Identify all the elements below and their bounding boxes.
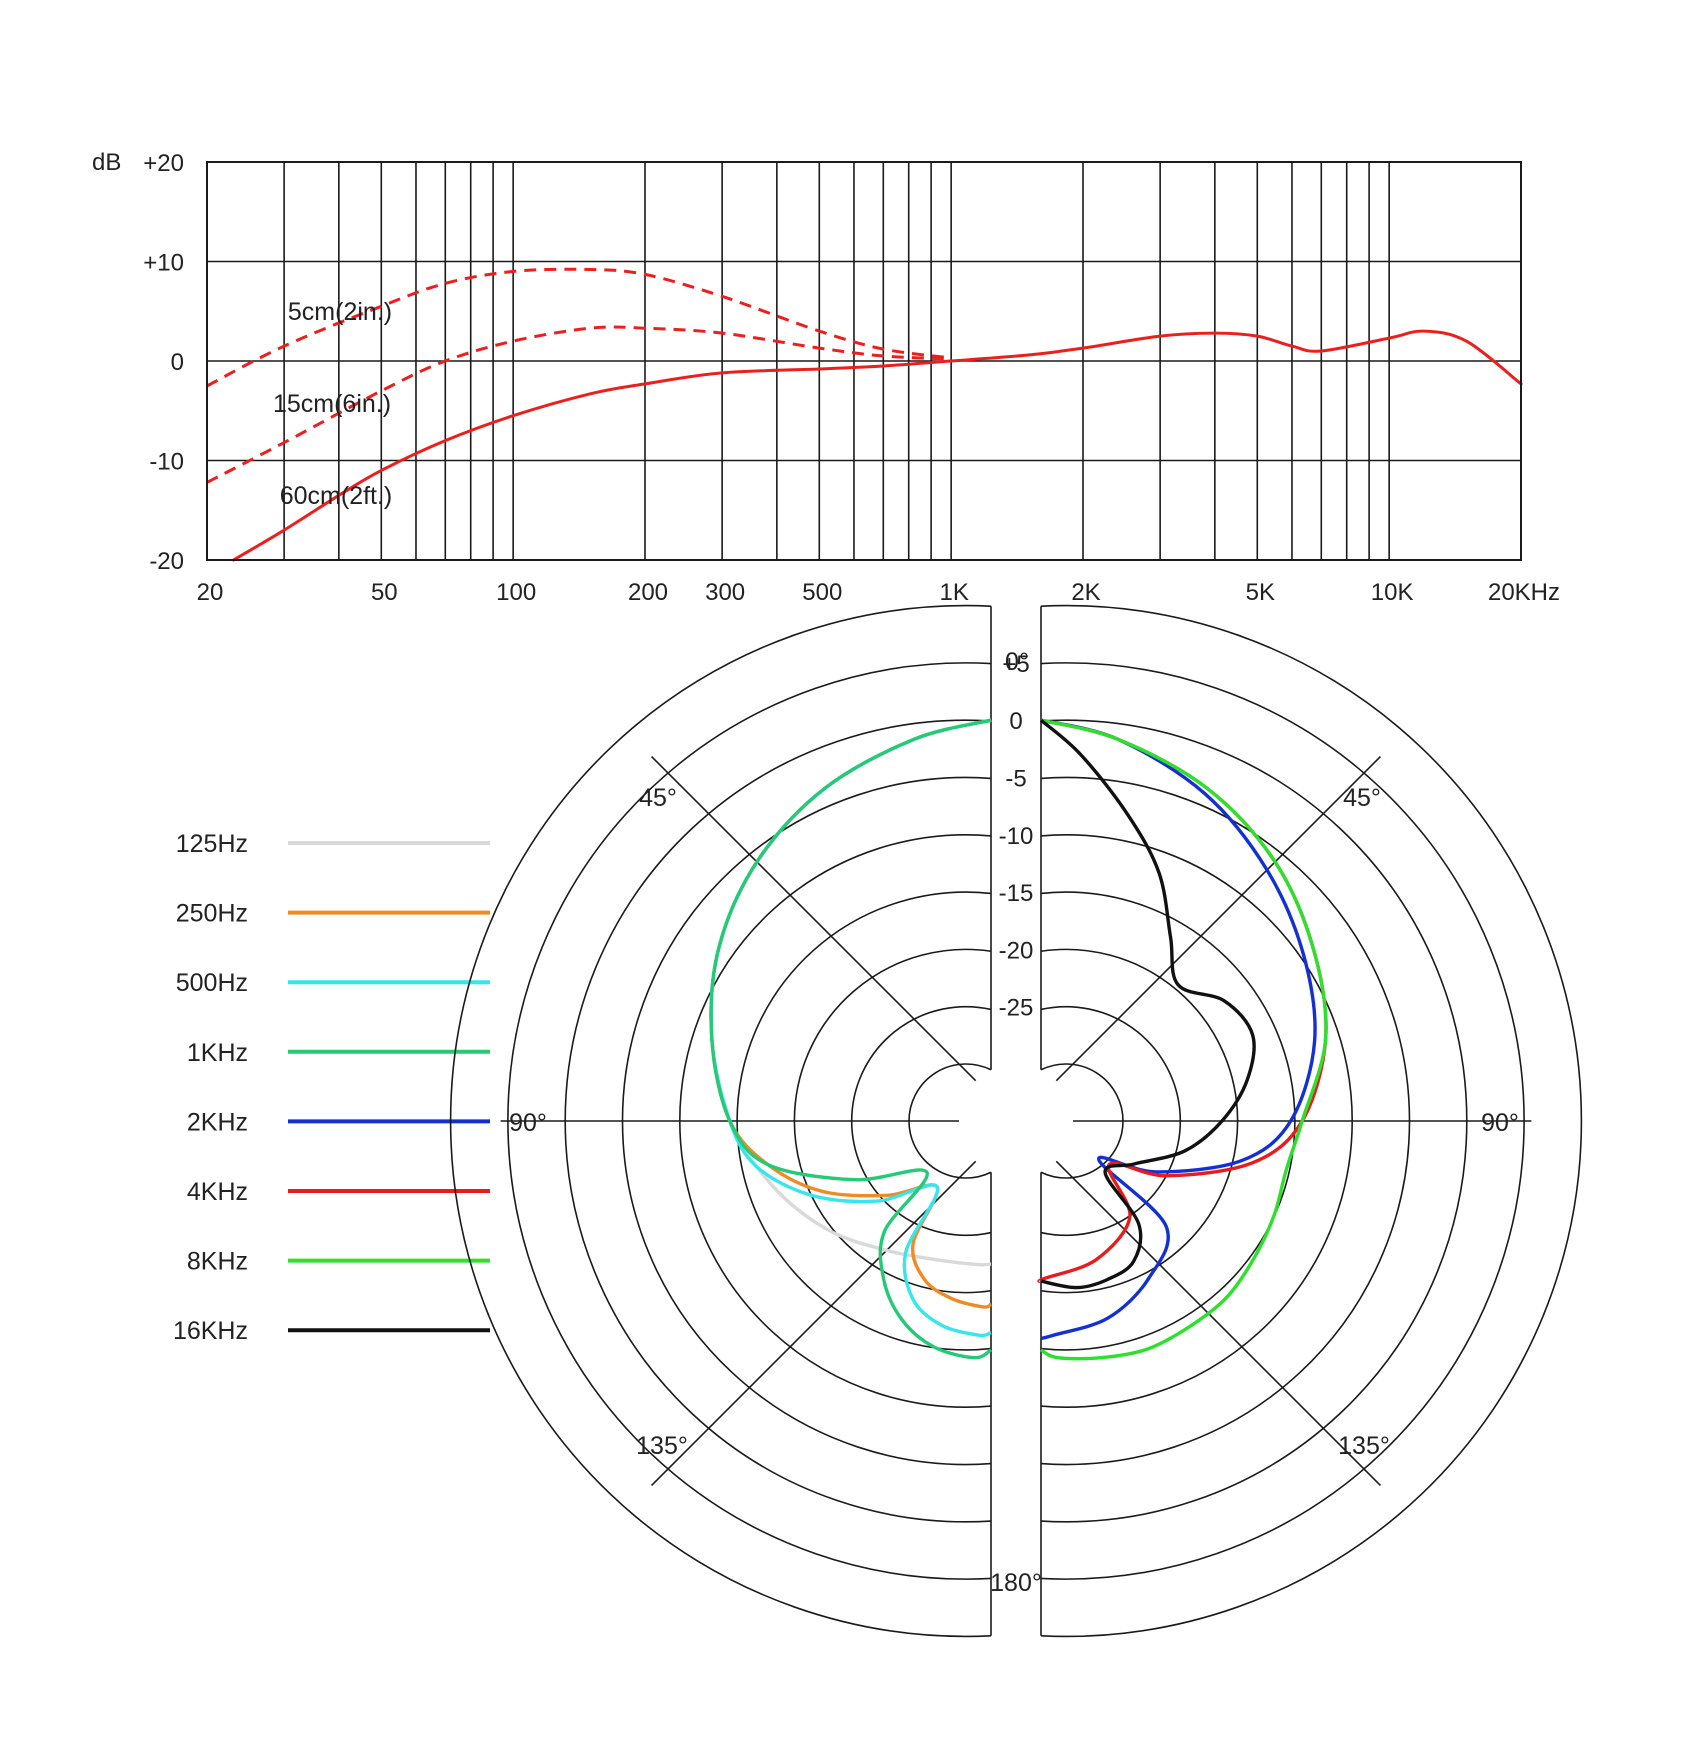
polar-series-8khz <box>1040 718 1328 1361</box>
radial-tick-label: -10 <box>999 823 1034 850</box>
x-tick-label: 200 <box>628 579 668 606</box>
series-label: 5cm(2in.) <box>288 298 392 326</box>
polar-series-16khz <box>1039 718 1256 1290</box>
x-tick-label: 1K <box>939 579 968 606</box>
series-line <box>206 267 952 388</box>
legend-label: 4KHz <box>187 1178 248 1206</box>
polar-ring <box>449 604 992 1638</box>
plot-frame <box>206 161 1522 561</box>
y-unit-label: dB <box>92 149 121 176</box>
radial-label-bg <box>994 991 1038 1022</box>
legend-label: 2KHz <box>187 1108 248 1136</box>
radial-tick-label: -25 <box>999 995 1034 1022</box>
y-tick-label: -20 <box>149 548 184 575</box>
series-line <box>232 329 1523 562</box>
x-tick-label: 300 <box>705 579 745 606</box>
legend-label: 1KHz <box>187 1039 248 1067</box>
series-labels: 5cm(2in.) 15cm(6in.) 60cm(2ft.) <box>273 298 392 510</box>
x-tick-label: 50 <box>371 579 398 606</box>
radial-label-bg <box>994 819 1038 850</box>
y-tick-labels: +20 +10 0 -10 -20 <box>143 150 184 575</box>
x-tick-label: 2K <box>1071 579 1100 606</box>
radial-tick-label: -15 <box>999 880 1034 907</box>
polar-series-1khz <box>709 718 992 1360</box>
angle-label-90-right: 90° <box>1481 1109 1519 1137</box>
y-tick-label: 0 <box>171 349 184 376</box>
polar-spoke <box>650 755 977 1082</box>
polar-pattern-chart: +5 0 -5 -10 -15 -20 -25 0° 45° 45° 90° 90° 135… <box>449 604 1583 1638</box>
angle-label-0: 0° <box>1005 648 1029 676</box>
radial-tick-label: +5 <box>1002 651 1029 678</box>
x-tick-label: 5K <box>1246 579 1275 606</box>
angle-label-45-left: 45° <box>639 784 677 812</box>
frequency-response-chart: +20+100-10-20 20 50 100 200 300 500 1K 2K 5K 10K 2… <box>92 149 1560 606</box>
y-tick-label: +10 <box>143 250 184 277</box>
x-tick-label: 20KHz <box>1488 579 1560 606</box>
x-tick-label: 500 <box>802 579 842 606</box>
radial-label-bg <box>994 877 1038 908</box>
legend-label: 500Hz <box>176 969 248 997</box>
radial-label-bg <box>994 762 1038 793</box>
radial-label-bg <box>994 647 1038 678</box>
radial-label-bg <box>994 934 1038 965</box>
legend-label: 16KHz <box>173 1317 248 1345</box>
x-tick-labels: 20 50 100 200 300 500 1K 2K 5K 10K 20KHz <box>197 579 1560 606</box>
x-tick-label: 100 <box>496 579 536 606</box>
polar-curves <box>709 718 1328 1361</box>
legend-label: 8KHz <box>187 1248 248 1276</box>
frequency-grid <box>206 161 1522 561</box>
radial-tick-label: -5 <box>1005 766 1026 793</box>
y-tick-label: +20 <box>143 150 184 177</box>
angle-label-135-right: 135° <box>1338 1432 1390 1460</box>
x-tick-label: 20 <box>197 579 224 606</box>
radial-label-bg <box>994 705 1038 736</box>
angle-label-90-left: 90° <box>509 1109 547 1137</box>
legend-label: 125Hz <box>176 830 248 858</box>
polar-spoke <box>1055 755 1382 1082</box>
y-tick-label: -10 <box>149 449 184 476</box>
frequency-curves <box>206 267 1523 562</box>
series-label: 15cm(6in.) <box>273 390 391 418</box>
legend: 125Hz 250Hz 500Hz 1KHz 2KHz 4KHz 8KHz 16KHz <box>173 830 490 1345</box>
x-tick-label: 10K <box>1371 579 1414 606</box>
angle-label-180: 180° <box>990 1569 1042 1597</box>
polar-ring <box>1040 604 1583 1638</box>
polar-series-2khz <box>1040 718 1317 1341</box>
angle-label-135-left: 135° <box>636 1432 688 1460</box>
legend-label: 250Hz <box>176 900 248 928</box>
polar-spoke <box>650 1160 977 1487</box>
polar-grid <box>449 604 1583 1638</box>
series-line <box>206 325 952 484</box>
series-label: 60cm(2ft.) <box>280 482 393 510</box>
polar-spoke <box>1055 1160 1382 1487</box>
radial-tick-label: -20 <box>999 937 1034 964</box>
radial-tick-labels: +5 0 -5 -10 -15 -20 -25 <box>994 647 1038 1022</box>
angle-label-45-right: 45° <box>1343 784 1381 812</box>
radial-tick-label: 0 <box>1009 708 1022 735</box>
